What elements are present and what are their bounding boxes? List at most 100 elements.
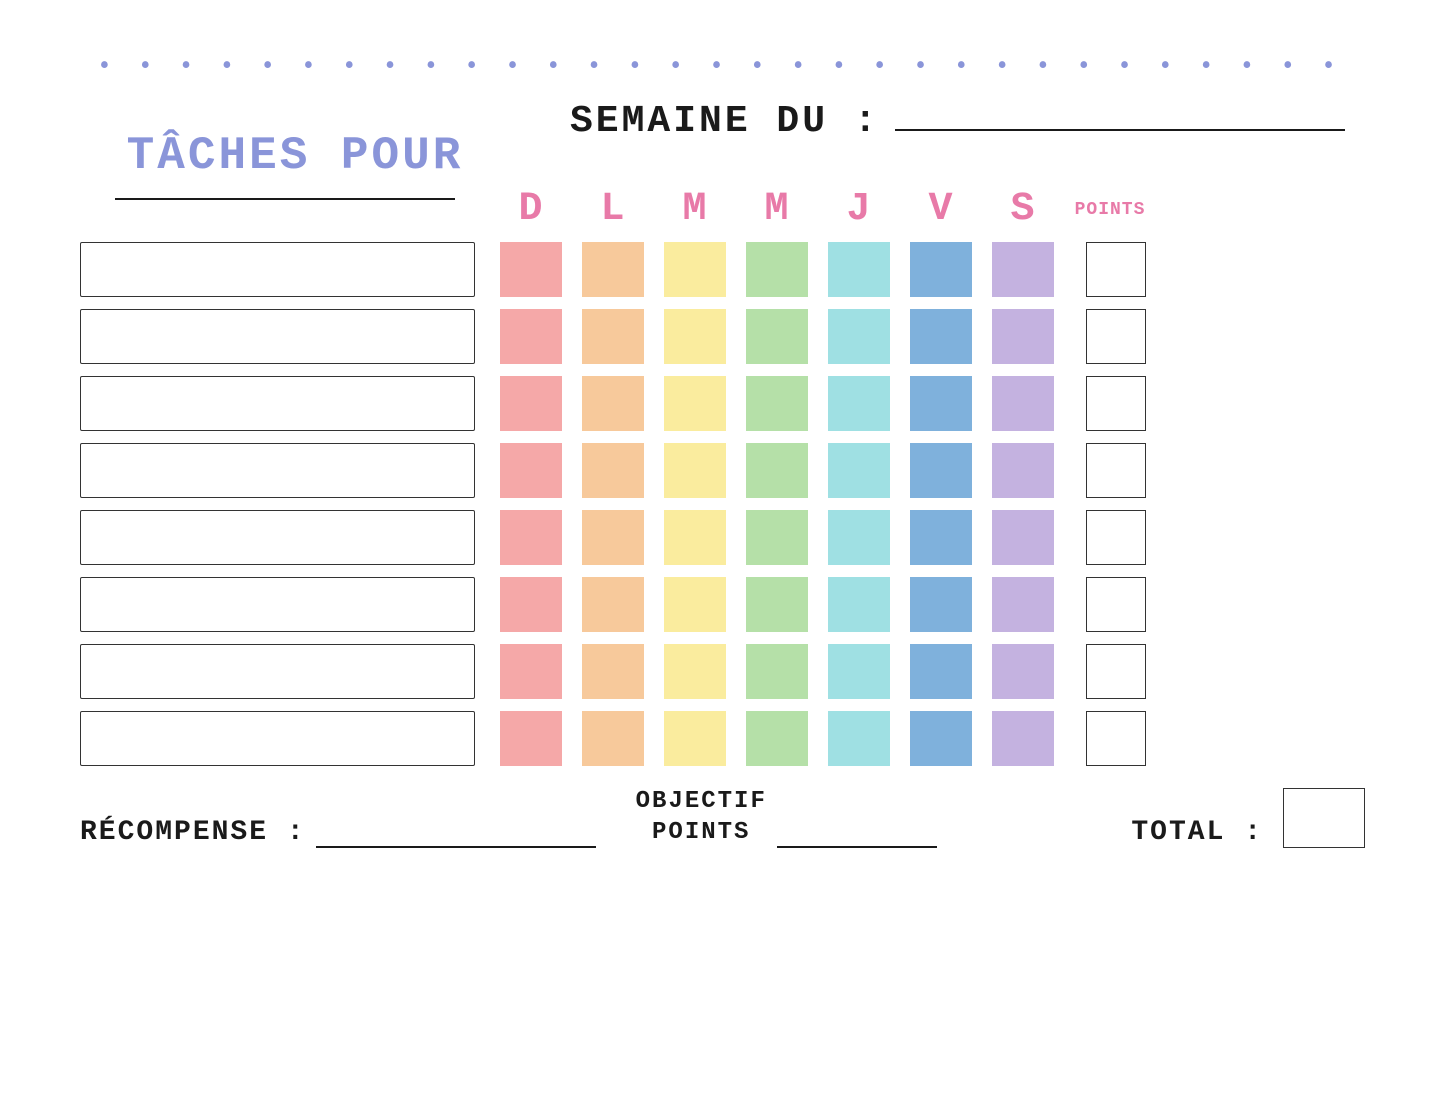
day-cell[interactable]: [992, 577, 1054, 632]
day-cell[interactable]: [910, 242, 972, 297]
points-cell[interactable]: [1086, 376, 1146, 431]
task-box[interactable]: [80, 577, 475, 632]
grid-row: [80, 376, 1365, 431]
grid-row: [80, 577, 1365, 632]
day-cell[interactable]: [664, 577, 726, 632]
objectif-blank[interactable]: [777, 820, 937, 848]
day-cell[interactable]: [746, 443, 808, 498]
day-cell[interactable]: [582, 711, 644, 766]
day-cells: [500, 443, 1054, 498]
day-cell[interactable]: [828, 577, 890, 632]
day-cell[interactable]: [500, 510, 562, 565]
day-cell[interactable]: [992, 644, 1054, 699]
day-cell[interactable]: [500, 443, 562, 498]
recompense-blank[interactable]: [316, 820, 596, 848]
header-row: TÂCHES POUR SEMAINE DU :: [80, 90, 1365, 182]
day-cell[interactable]: [828, 644, 890, 699]
day-cell[interactable]: [582, 443, 644, 498]
day-cell[interactable]: [582, 510, 644, 565]
day-cell[interactable]: [500, 309, 562, 364]
day-cell[interactable]: [664, 711, 726, 766]
day-cell[interactable]: [746, 711, 808, 766]
points-cell[interactable]: [1086, 510, 1146, 565]
day-cell[interactable]: [992, 242, 1054, 297]
points-cell[interactable]: [1086, 242, 1146, 297]
day-cells: [500, 577, 1054, 632]
task-box[interactable]: [80, 376, 475, 431]
day-cell[interactable]: [582, 644, 644, 699]
day-cell[interactable]: [582, 242, 644, 297]
points-cell[interactable]: [1086, 443, 1146, 498]
day-headers: D L M M J V S: [500, 187, 1054, 232]
recompense-label: RÉCOMPENSE :: [80, 817, 306, 848]
name-blank-line[interactable]: [115, 198, 455, 200]
day-cell[interactable]: [582, 577, 644, 632]
task-box[interactable]: [80, 711, 475, 766]
day-cell[interactable]: [500, 376, 562, 431]
day-cell[interactable]: [828, 376, 890, 431]
task-box[interactable]: [80, 443, 475, 498]
day-cell[interactable]: [664, 376, 726, 431]
day-cell[interactable]: [582, 376, 644, 431]
task-box[interactable]: [80, 644, 475, 699]
day-cell[interactable]: [582, 309, 644, 364]
points-cell[interactable]: [1086, 711, 1146, 766]
objectif-line1: OBJECTIF: [636, 786, 767, 817]
day-cell[interactable]: [992, 309, 1054, 364]
day-cell[interactable]: [664, 510, 726, 565]
day-header-m2: M: [746, 187, 808, 232]
grid-row: [80, 711, 1365, 766]
day-header-l: L: [582, 187, 644, 232]
day-cell[interactable]: [910, 443, 972, 498]
day-cell[interactable]: [910, 376, 972, 431]
day-cell[interactable]: [500, 711, 562, 766]
grid-row: [80, 242, 1365, 297]
day-cell[interactable]: [664, 644, 726, 699]
day-cell[interactable]: [992, 443, 1054, 498]
day-cell[interactable]: [500, 644, 562, 699]
day-cell[interactable]: [746, 309, 808, 364]
task-box[interactable]: [80, 242, 475, 297]
day-cell[interactable]: [910, 711, 972, 766]
day-cell[interactable]: [746, 242, 808, 297]
day-header-j: J: [828, 187, 890, 232]
chore-grid: [80, 242, 1365, 766]
total-label: TOTAL :: [1131, 817, 1263, 848]
points-cell[interactable]: [1086, 577, 1146, 632]
objectif-label: OBJECTIF POINTS: [636, 786, 767, 848]
day-cells: [500, 510, 1054, 565]
day-cell[interactable]: [828, 443, 890, 498]
task-box[interactable]: [80, 510, 475, 565]
day-cell[interactable]: [910, 577, 972, 632]
points-cell[interactable]: [1086, 644, 1146, 699]
points-cell[interactable]: [1086, 309, 1146, 364]
day-cell[interactable]: [746, 644, 808, 699]
day-cell[interactable]: [500, 242, 562, 297]
day-cell[interactable]: [828, 309, 890, 364]
day-cell[interactable]: [746, 577, 808, 632]
footer-row: RÉCOMPENSE : OBJECTIF POINTS TOTAL :: [80, 786, 1365, 848]
task-box[interactable]: [80, 309, 475, 364]
day-cell[interactable]: [828, 711, 890, 766]
day-cell[interactable]: [664, 309, 726, 364]
day-cell[interactable]: [828, 510, 890, 565]
day-cell[interactable]: [828, 242, 890, 297]
day-cell[interactable]: [664, 242, 726, 297]
day-cells: [500, 376, 1054, 431]
day-cell[interactable]: [910, 309, 972, 364]
day-cell[interactable]: [746, 376, 808, 431]
day-cell[interactable]: [664, 443, 726, 498]
grid-row: [80, 644, 1365, 699]
day-cell[interactable]: [910, 510, 972, 565]
day-cell[interactable]: [910, 644, 972, 699]
day-cell[interactable]: [746, 510, 808, 565]
day-cell[interactable]: [992, 510, 1054, 565]
day-cells: [500, 644, 1054, 699]
semaine-blank-line[interactable]: [895, 101, 1345, 131]
day-cell[interactable]: [992, 711, 1054, 766]
day-header-row: D L M M J V S POINTS: [80, 187, 1365, 232]
day-cell[interactable]: [992, 376, 1054, 431]
day-header-m1: M: [664, 187, 726, 232]
total-box[interactable]: [1283, 788, 1365, 848]
day-cell[interactable]: [500, 577, 562, 632]
